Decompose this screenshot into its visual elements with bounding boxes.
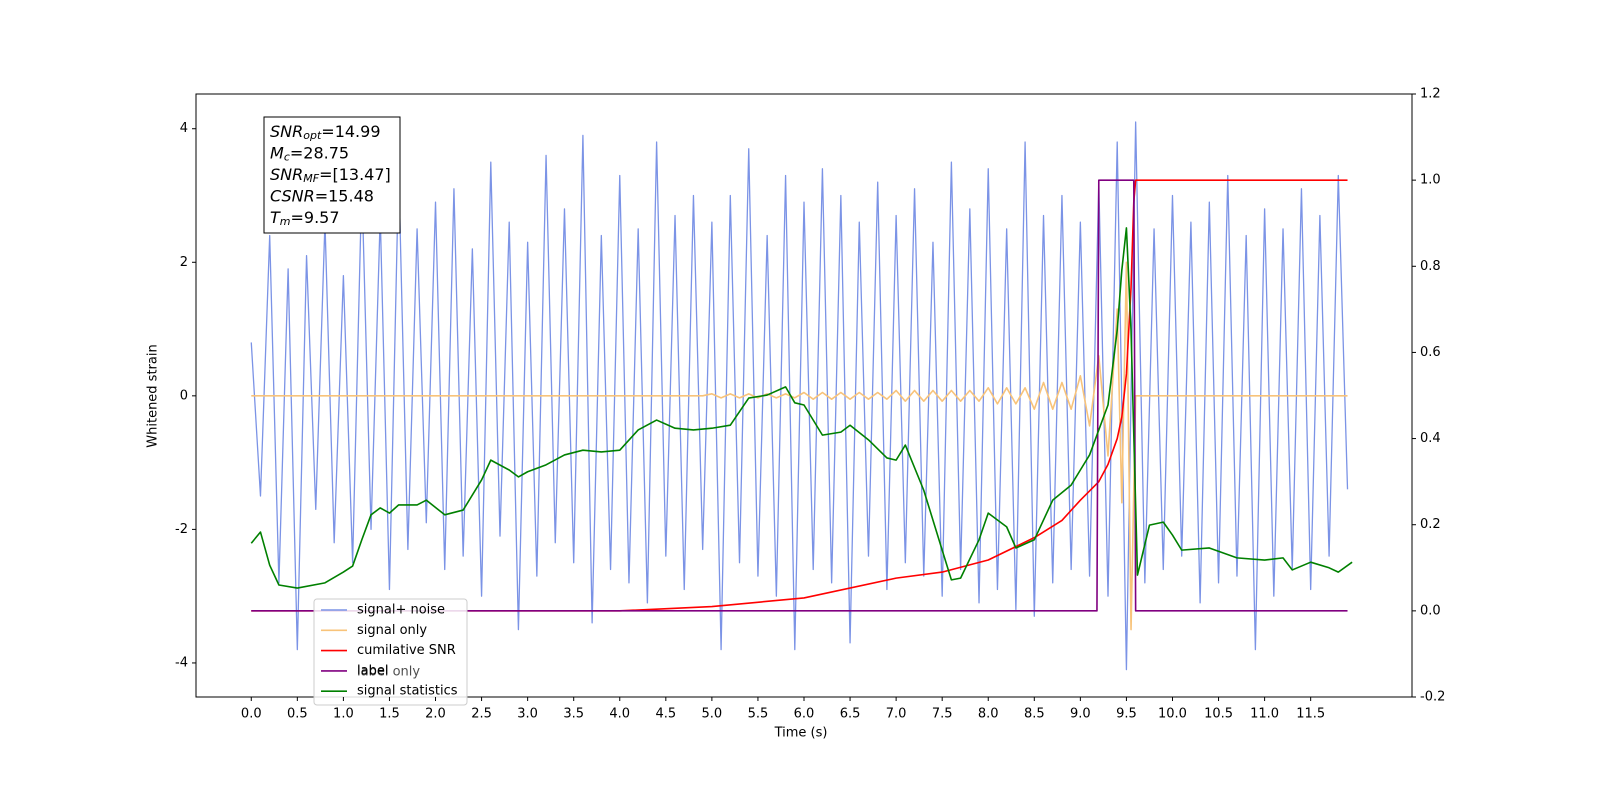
x-tick-label: 3.5 — [563, 707, 584, 722]
annotation-name: T — [270, 208, 281, 227]
y2-tick-label: 0.2 — [1420, 517, 1441, 532]
annotation-value: =9.57 — [291, 208, 340, 227]
x-tick-label: 5.5 — [748, 707, 769, 722]
y2-tick-label: 0.4 — [1420, 431, 1441, 446]
y2-tick-label: 1.0 — [1420, 173, 1441, 188]
legend-label: signal+ noise — [357, 603, 445, 618]
y-tick-label: 0 — [180, 388, 188, 403]
annotation-value: =15.48 — [315, 186, 374, 205]
series-line — [250, 227, 1353, 589]
legend-extra: label only — [357, 665, 420, 680]
x-tick-label: 10.5 — [1204, 707, 1233, 722]
x-tick-label: 2.0 — [425, 707, 446, 722]
annotation-value: =14.99 — [321, 122, 380, 141]
annotation-name: SNR — [270, 165, 303, 184]
y2-tick-label: -0.2 — [1420, 690, 1445, 705]
x-axis-label: Time (s) — [774, 726, 828, 741]
x-tick-label: 8.5 — [1024, 707, 1045, 722]
x-tick-label: 11.5 — [1296, 707, 1325, 722]
annotation-frame — [263, 116, 401, 234]
annotation-name: CSNR — [270, 186, 315, 205]
y2-tick-label: 0.6 — [1420, 345, 1441, 360]
series-line — [251, 179, 1348, 612]
x-tick-label: 4.0 — [609, 707, 630, 722]
legend-label: signal statistics — [357, 684, 458, 699]
x-tick-label: 11.0 — [1250, 707, 1279, 722]
annotation-subscript: m — [280, 215, 291, 228]
annotation-subscript: MF — [303, 172, 319, 185]
x-tick-label: 1.5 — [379, 707, 400, 722]
x-tick-label: 7.0 — [886, 707, 907, 722]
annotation-subscript: c — [284, 151, 290, 164]
annotation-line: Tm=9.57 — [270, 208, 340, 229]
annotation-value: =[13.47] — [319, 165, 391, 184]
x-tick-label: 4.5 — [655, 707, 676, 722]
y-axis-label: Whitened strain — [146, 344, 161, 447]
x-tick-label: 1.0 — [333, 707, 354, 722]
y-tick-label: 2 — [180, 255, 188, 270]
legend-label: signal only — [357, 623, 427, 638]
y2-tick-label: 0.0 — [1420, 603, 1441, 618]
y2-tick-label: 0.8 — [1420, 259, 1441, 274]
plot-layer — [250, 121, 1353, 671]
annotation-name: M — [270, 143, 284, 162]
x-tick-label: 3.0 — [517, 707, 538, 722]
legend-frame — [313, 598, 468, 706]
annotation-line: SNRopt=14.99 — [270, 122, 381, 143]
annotation-line: CSNR=15.48 — [270, 186, 374, 205]
y2-tick-label: 1.2 — [1420, 87, 1441, 102]
legend: signal+ noise signal only cumilative SNR la… — [313, 598, 468, 706]
x-tick-label: 9.0 — [1070, 707, 1091, 722]
series-line — [251, 261, 1348, 631]
annotation-subscript: opt — [303, 129, 322, 142]
x-tick-label: 0.5 — [287, 707, 308, 722]
series-line — [251, 179, 1348, 612]
x-tick-label: 7.5 — [932, 707, 953, 722]
annotation-name: SNR — [270, 122, 303, 141]
legend-label: cumilative SNR — [357, 643, 456, 658]
x-tick-label: 6.0 — [794, 707, 815, 722]
annotation-line: SNRMF=[13.47] — [270, 165, 391, 186]
annotation-value: =28.75 — [290, 143, 349, 162]
x-tick-label: 5.0 — [702, 707, 723, 722]
x-tick-label: 9.5 — [1116, 707, 1137, 722]
annotation-line: Mc=28.75 — [270, 143, 349, 164]
y-tick-label: -2 — [175, 522, 188, 537]
series-line — [250, 121, 1349, 671]
annotation-box: SNRopt=14.99Mc=28.75SNRMF=[13.47]CSNR=15… — [263, 116, 401, 234]
legend-label: label — [357, 663, 388, 678]
y-tick-label: -4 — [175, 655, 188, 670]
x-tick-label: 6.5 — [840, 707, 861, 722]
x-tick-label: 10.0 — [1158, 707, 1187, 722]
x-tick-label: 8.0 — [978, 707, 999, 722]
x-tick-label: 0.0 — [241, 707, 262, 722]
x-tick-label: 2.5 — [471, 707, 492, 722]
y-tick-label: 4 — [180, 121, 188, 136]
